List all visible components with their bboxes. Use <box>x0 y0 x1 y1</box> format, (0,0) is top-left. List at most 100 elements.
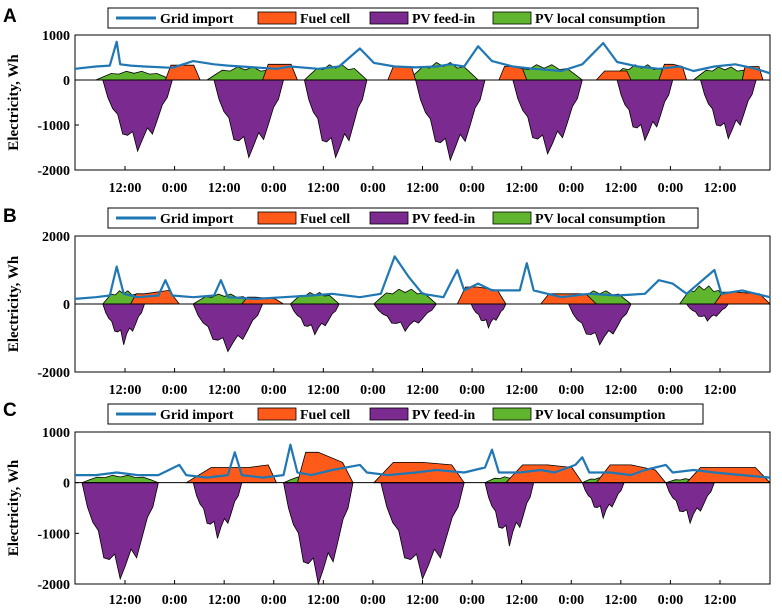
y-tick-label: 2000 <box>42 230 70 245</box>
x-tick-label: 0:00 <box>459 593 485 608</box>
pv-feed-in-area <box>581 482 625 520</box>
panel-C: C -2000 -1000 0 1000 12:00 0:00 12:00 0:00 12:00 0… <box>3 400 771 608</box>
x-tick-label: 0:00 <box>360 383 386 398</box>
x-tick-label: 12:00 <box>208 593 241 608</box>
x-tick-label: 0:00 <box>558 593 584 608</box>
x-tick-label: 0:00 <box>162 593 188 608</box>
x-tick-label: 12:00 <box>406 593 439 608</box>
panel-A: A -2000 -1000 0 1000 12:00 0:00 12:00 0:00 12:00 0… <box>3 6 771 196</box>
legend-swatch-pv-local <box>492 407 532 421</box>
legend-label: Grid import <box>160 408 234 423</box>
pv-feed-in-area <box>102 79 173 153</box>
pv-feed-in-area <box>303 79 368 159</box>
legend-swatch-pv-feed-in <box>369 11 409 25</box>
pv-feed-in-area <box>192 303 264 353</box>
x-tick-label: 0:00 <box>558 181 584 196</box>
pv-feed-in-area <box>665 482 715 525</box>
y-axis-label: Electricity, Wh <box>6 54 22 151</box>
legend-label: PV feed-in <box>412 212 475 227</box>
pv-feed-in-area <box>289 303 340 336</box>
grid-import-line <box>74 255 771 300</box>
pv-feed-in-area <box>192 482 243 539</box>
x-tick-label: 12:00 <box>704 181 737 196</box>
x-tick-label: 0:00 <box>261 383 287 398</box>
pv-feed-in-area <box>512 79 583 155</box>
y-tick-label: -1000 <box>37 119 70 134</box>
x-tick-label: 12:00 <box>307 593 340 608</box>
legend-label: Fuel cell <box>300 12 350 27</box>
pv-feed-in-area <box>567 303 632 346</box>
x-tick-label: 12:00 <box>307 181 340 196</box>
pv-feed-in-area <box>484 482 535 547</box>
panel-B: B -2000 0 2000 12:00 0:00 12:00 0:00 12:00 0:00 12… <box>3 206 771 398</box>
x-tick-label: 12:00 <box>704 593 737 608</box>
x-tick-label: 0:00 <box>658 383 684 398</box>
y-tick-label: 1000 <box>42 29 70 44</box>
x-tick-label: 12:00 <box>406 181 439 196</box>
legend-label: Grid import <box>160 212 234 227</box>
x-tick-label: 12:00 <box>704 383 737 398</box>
panel-letter: A <box>3 6 17 27</box>
x-tick-label: 0:00 <box>459 181 485 196</box>
y-axis-label: Electricity, Wh <box>6 255 22 352</box>
pv-feed-in-area <box>81 482 159 581</box>
x-tick-label: 12:00 <box>604 593 637 608</box>
x-tick-label: 0:00 <box>658 593 684 608</box>
x-tick-label: 12:00 <box>208 181 241 196</box>
pv-feed-in-area <box>415 79 486 162</box>
x-tick-label: 12:00 <box>505 593 538 608</box>
x-tick-label: 12:00 <box>109 181 142 196</box>
grid-import-line <box>75 443 771 479</box>
legend-swatch-pv-feed-in <box>369 211 409 225</box>
x-tick-label: 0:00 <box>162 383 188 398</box>
pv-feed-in-area <box>102 303 146 345</box>
x-tick-label: 12:00 <box>604 181 637 196</box>
x-tick-label: 0:00 <box>162 181 188 196</box>
pv-local-consumption-area <box>372 288 438 305</box>
legend-label: Grid import <box>160 12 234 27</box>
pv-local-consumption-area <box>81 474 159 484</box>
x-tick-label: 12:00 <box>604 383 637 398</box>
legend: Grid import Fuel cell PV feed-in PV local c… <box>107 207 699 229</box>
pv-local-consumption-area <box>95 70 173 81</box>
legend-label: PV local consumption <box>535 12 666 27</box>
legend: Grid import Fuel cell PV feed-in PV local c… <box>107 7 699 29</box>
x-tick-label: 0:00 <box>360 593 386 608</box>
y-tick-label: 0 <box>63 477 70 492</box>
legend: Grid import Fuel cell PV feed-in PV local c… <box>107 403 704 425</box>
x-tick-label: 12:00 <box>406 383 439 398</box>
y-tick-label: -1000 <box>37 527 70 542</box>
legend-swatch-fuel-cell <box>257 11 297 25</box>
y-tick-label: 0 <box>63 298 70 313</box>
x-tick-label: 12:00 <box>109 593 142 608</box>
legend-label: Fuel cell <box>300 408 350 423</box>
x-tick-label: 0:00 <box>459 383 485 398</box>
legend-label: PV local consumption <box>535 212 666 227</box>
y-tick-label: 1000 <box>42 426 70 441</box>
x-tick-label: 12:00 <box>505 383 538 398</box>
legend-swatch-fuel-cell <box>257 407 297 421</box>
legend-swatch-pv-feed-in <box>369 407 409 421</box>
x-tick-label: 0:00 <box>261 593 287 608</box>
legend-label: PV local consumption <box>535 408 666 423</box>
pv-feed-in-area <box>685 303 730 322</box>
y-tick-label: -2000 <box>37 366 70 381</box>
x-tick-label: 12:00 <box>505 181 538 196</box>
y-tick-label: 0 <box>63 74 70 89</box>
x-tick-label: 0:00 <box>658 181 684 196</box>
panel-letter: C <box>3 400 17 421</box>
pv-feed-in-area <box>699 79 757 140</box>
pv-feed-in-area <box>616 79 674 142</box>
x-tick-label: 12:00 <box>208 383 241 398</box>
y-tick-label: -2000 <box>37 164 70 179</box>
legend-label: PV feed-in <box>412 12 475 27</box>
x-tick-label: 12:00 <box>307 383 340 398</box>
legend-label: PV feed-in <box>412 408 475 423</box>
pv-feed-in-area <box>380 482 465 581</box>
legend-label: Fuel cell <box>300 212 350 227</box>
pv-feed-in-area <box>373 303 438 332</box>
x-tick-label: 0:00 <box>360 181 386 196</box>
pv-feed-in-area <box>470 303 507 329</box>
y-tick-label: -2000 <box>37 578 70 593</box>
pv-feed-in-area <box>283 482 354 586</box>
